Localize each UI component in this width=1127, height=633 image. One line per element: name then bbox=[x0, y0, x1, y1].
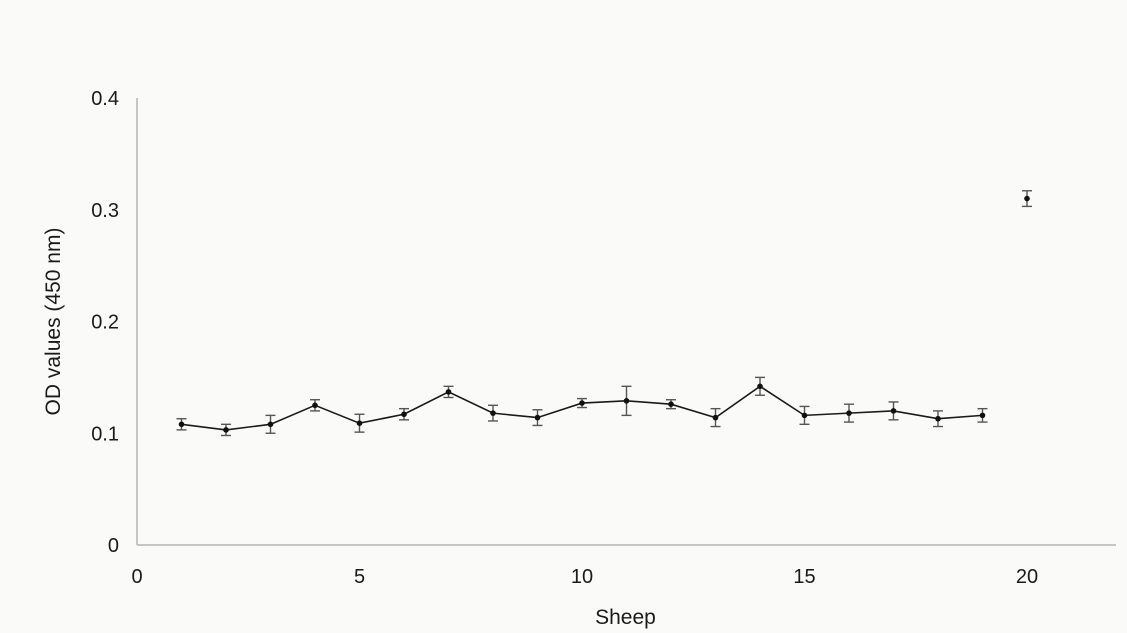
data-point bbox=[668, 401, 674, 407]
data-point bbox=[178, 421, 185, 428]
data-point bbox=[979, 412, 986, 419]
x-tick-label: 20 bbox=[1016, 566, 1038, 588]
data-point bbox=[490, 410, 496, 416]
y-tick-label: 0.3 bbox=[91, 200, 119, 222]
y-tick-label: 0.4 bbox=[91, 88, 119, 110]
data-point bbox=[712, 414, 719, 421]
x-tick-label: 5 bbox=[354, 566, 365, 588]
data-point bbox=[401, 411, 407, 418]
x-tick-labels: 0 5 10 15 20 bbox=[131, 566, 1038, 588]
data-point bbox=[801, 412, 808, 419]
x-tick-label: 0 bbox=[131, 566, 142, 588]
y-tick-label: 0.1 bbox=[91, 423, 119, 445]
plot-area bbox=[176, 190, 1032, 437]
x-axis-title: Sheep bbox=[595, 606, 656, 629]
data-point bbox=[579, 400, 585, 406]
data-point bbox=[445, 389, 452, 395]
data-point bbox=[890, 408, 897, 414]
data-point bbox=[1024, 195, 1030, 202]
data-point bbox=[623, 398, 630, 404]
data-point bbox=[757, 383, 763, 390]
data-point bbox=[846, 410, 852, 416]
y-axis-title: OD values (450 nm) bbox=[42, 228, 65, 416]
data-point bbox=[223, 427, 229, 433]
axes bbox=[136, 98, 1116, 546]
x-tick-label: 10 bbox=[571, 566, 593, 588]
data-point bbox=[356, 420, 363, 426]
x-tick-label: 15 bbox=[793, 566, 815, 588]
data-point bbox=[312, 402, 318, 409]
y-tick-label: 0 bbox=[108, 535, 119, 557]
data-point bbox=[935, 415, 941, 422]
y-tick-labels: 0 0.1 0.2 0.3 0.4 bbox=[91, 88, 119, 557]
data-point bbox=[267, 421, 274, 428]
y-tick-label: 0.2 bbox=[91, 312, 119, 334]
data-point bbox=[534, 414, 541, 421]
